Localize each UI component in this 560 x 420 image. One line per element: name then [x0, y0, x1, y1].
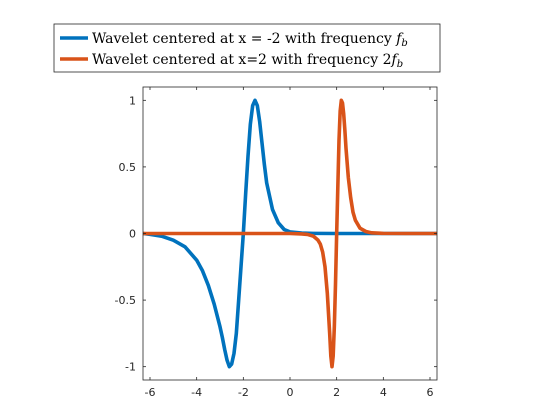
x-tick-label: -4 [191, 386, 202, 399]
legend-label-1: Wavelet centered at x = -2 with frequenc… [92, 31, 408, 49]
legend: Wavelet centered at x = -2 with frequenc… [53, 23, 441, 73]
x-tick-label: 2 [333, 386, 340, 399]
x-tick-label: 0 [287, 386, 294, 399]
y-tick-label: 0.5 [119, 161, 137, 174]
plot-area [143, 98, 437, 369]
x-tick-label: 4 [380, 386, 387, 399]
series-line-2 [143, 98, 437, 369]
x-tick-label: 6 [427, 386, 434, 399]
axes: -6 -4 -2 0 2 4 6 -1 -0.5 0 0.5 1 [115, 86, 438, 399]
x-tick-label: -6 [145, 386, 156, 399]
y-tick-label: -1 [125, 361, 136, 374]
x-tick-label: -2 [238, 386, 249, 399]
y-tick-label: 0 [129, 228, 136, 241]
y-tick-label: 1 [129, 94, 136, 107]
legend-label-2: Wavelet centered at x=2 with frequency 2… [92, 52, 403, 70]
y-tick-label: -0.5 [115, 294, 136, 307]
legend-box [53, 23, 441, 73]
